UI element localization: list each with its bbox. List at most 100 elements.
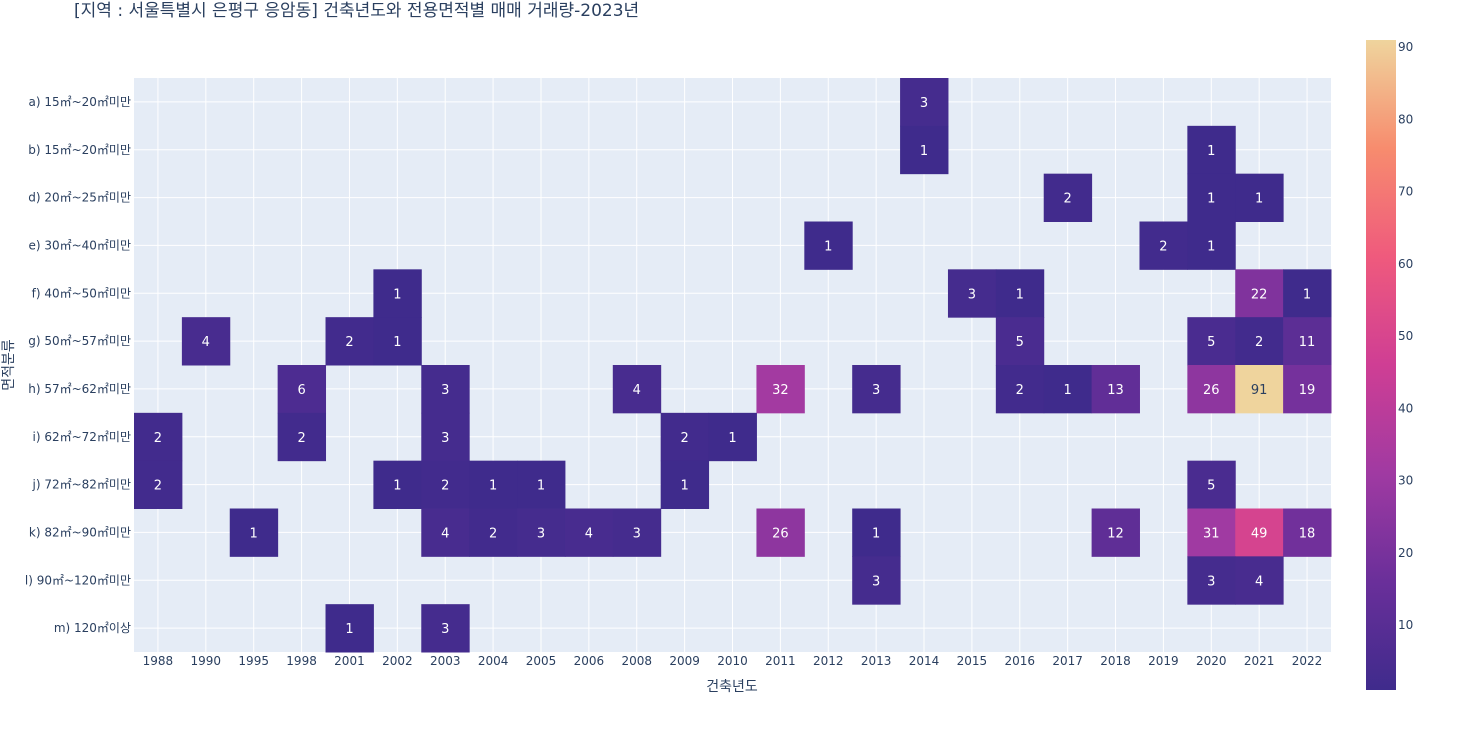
heatmap-cell — [325, 317, 374, 366]
cell-value-label: 22 — [1251, 287, 1268, 302]
heatmap-cell — [995, 365, 1045, 414]
heatmap-cell — [1235, 556, 1284, 605]
cell-value-label: 1 — [824, 239, 832, 254]
heatmap-cell — [900, 78, 949, 127]
cell-value-label: 1 — [393, 479, 401, 494]
x-tick-label: 2021 — [1244, 654, 1275, 668]
heatmap-cell — [1187, 125, 1236, 175]
heatmap-cell — [1139, 221, 1188, 270]
y-tick-label: d) 20㎡~25㎡미만 — [28, 191, 131, 205]
heatmap-cell — [421, 604, 470, 653]
cell-value-label: 3 — [537, 526, 545, 541]
heatmap-cell — [756, 365, 805, 414]
y-tick-label: b) 15㎡~20㎡미만 — [28, 143, 131, 157]
heatmap-cell — [1187, 460, 1236, 509]
heatmap-cell — [469, 508, 518, 557]
heatmap-cells — [134, 78, 1332, 653]
y-axis-title: 면적분류 — [1, 339, 17, 391]
x-tick-label: 2020 — [1196, 654, 1227, 668]
heatmap-cell — [1235, 173, 1284, 222]
cell-value-labels: 31 12 1 11 2 11 3 1 22 14 2 1 5 5 2 116 3 4 32 3 2 1 13 26 91 192… — [154, 96, 1316, 637]
cell-value-label: 3 — [1207, 574, 1215, 589]
heatmap-cell — [181, 317, 231, 366]
x-tick-label: 2014 — [909, 654, 940, 668]
cell-value-label: 5 — [1016, 335, 1024, 350]
heatmap-cell — [852, 556, 901, 605]
x-tick-label: 2017 — [1052, 654, 1083, 668]
cell-value-label: 1 — [1207, 144, 1215, 159]
cell-value-label: 2 — [1016, 383, 1024, 398]
heatmap-cell — [708, 412, 757, 462]
colorbar-ticks: 10 20 30 40 50 60 70 80 90 — [1398, 40, 1413, 632]
heatmap-cell — [612, 508, 662, 557]
y-tick-label: m) 120㎡이상 — [54, 621, 131, 635]
heatmap-cell — [1283, 269, 1332, 318]
x-tick-label: 1995 — [238, 654, 269, 668]
cell-value-label: 1 — [1016, 287, 1024, 302]
cell-value-label: 1 — [680, 479, 688, 494]
colorbar-tick-label: 30 — [1398, 474, 1413, 488]
cell-value-label: 12 — [1107, 526, 1124, 541]
colorbar-tick-label: 80 — [1398, 112, 1413, 126]
heatmap-cell — [1187, 221, 1236, 270]
cell-value-label: 1 — [1064, 383, 1072, 398]
x-tick-label: 2002 — [382, 654, 413, 668]
colorbar-tick-label: 90 — [1398, 40, 1413, 54]
heatmap-cell — [1235, 317, 1284, 366]
x-tick-label: 2019 — [1148, 654, 1179, 668]
colorbar-tick-label: 10 — [1398, 618, 1413, 632]
cell-value-label: 3 — [441, 622, 449, 637]
x-tick-label: 2022 — [1292, 654, 1323, 668]
cell-value-label: 26 — [1203, 383, 1220, 398]
x-tick-label: 2013 — [861, 654, 892, 668]
cell-value-label: 5 — [1207, 335, 1215, 350]
x-tick-label: 2005 — [526, 654, 557, 668]
heatmap-cell — [1187, 317, 1236, 366]
heatmap-cell — [1283, 508, 1332, 557]
heatmap-cell — [660, 412, 710, 462]
heatmap-cell — [517, 508, 566, 557]
x-tick-label: 2004 — [478, 654, 509, 668]
heatmap-cell — [852, 365, 901, 414]
cell-value-label: 49 — [1251, 526, 1268, 541]
cell-value-label: 11 — [1299, 335, 1316, 350]
cell-value-label: 4 — [202, 335, 210, 350]
heatmap-cell — [995, 317, 1045, 366]
y-tick-label: e) 30㎡~40㎡미만 — [28, 238, 131, 252]
heatmap-cell — [1187, 365, 1236, 414]
cell-value-label: 3 — [872, 383, 880, 398]
colorbar-tick-label: 20 — [1398, 546, 1413, 560]
cell-value-label: 4 — [441, 526, 449, 541]
cell-value-label: 18 — [1299, 526, 1316, 541]
cell-value-label: 31 — [1203, 526, 1220, 541]
y-tick-label: l) 90㎡~120㎡미만 — [25, 573, 131, 587]
cell-value-label: 2 — [345, 335, 353, 350]
heatmap-cell — [660, 460, 710, 509]
heatmap-cell — [277, 365, 327, 414]
colorbar-tick-label: 50 — [1398, 329, 1413, 343]
heatmap-cell — [229, 508, 279, 557]
x-tick-label: 2011 — [765, 654, 796, 668]
cell-value-label: 1 — [345, 622, 353, 637]
y-axis-ticks: a) 15㎡~20㎡미만 b) 15㎡~20㎡미만 d) 20㎡~25㎡미만 e) 3… — [25, 95, 131, 635]
cell-value-label: 1 — [872, 526, 880, 541]
heatmap-cell — [421, 365, 470, 414]
cell-value-label: 3 — [441, 383, 449, 398]
cell-value-label: 1 — [393, 335, 401, 350]
x-tick-label: 2003 — [430, 654, 461, 668]
cell-value-label: 5 — [1207, 479, 1215, 494]
cell-value-label: 3 — [920, 96, 928, 111]
heatmap-cell — [373, 317, 422, 366]
heatmap-cell — [900, 125, 949, 175]
x-tick-label: 1990 — [191, 654, 222, 668]
chart-title: [지역 : 서울특별시 은평구 응암동] 건축년도와 전용면적별 매매 거래량-… — [74, 1, 639, 21]
cell-value-label: 1 — [920, 144, 928, 159]
cell-value-label: 1 — [489, 479, 497, 494]
y-tick-label: j) 72㎡~82㎡미만 — [31, 478, 131, 492]
x-axis-title: 건축년도 — [706, 679, 758, 695]
heatmap-cell — [852, 508, 901, 557]
y-tick-label: f) 40㎡~50㎡미만 — [32, 286, 131, 300]
y-tick-label: k) 82㎡~90㎡미만 — [29, 525, 131, 539]
heatmap-cell — [1235, 508, 1284, 557]
